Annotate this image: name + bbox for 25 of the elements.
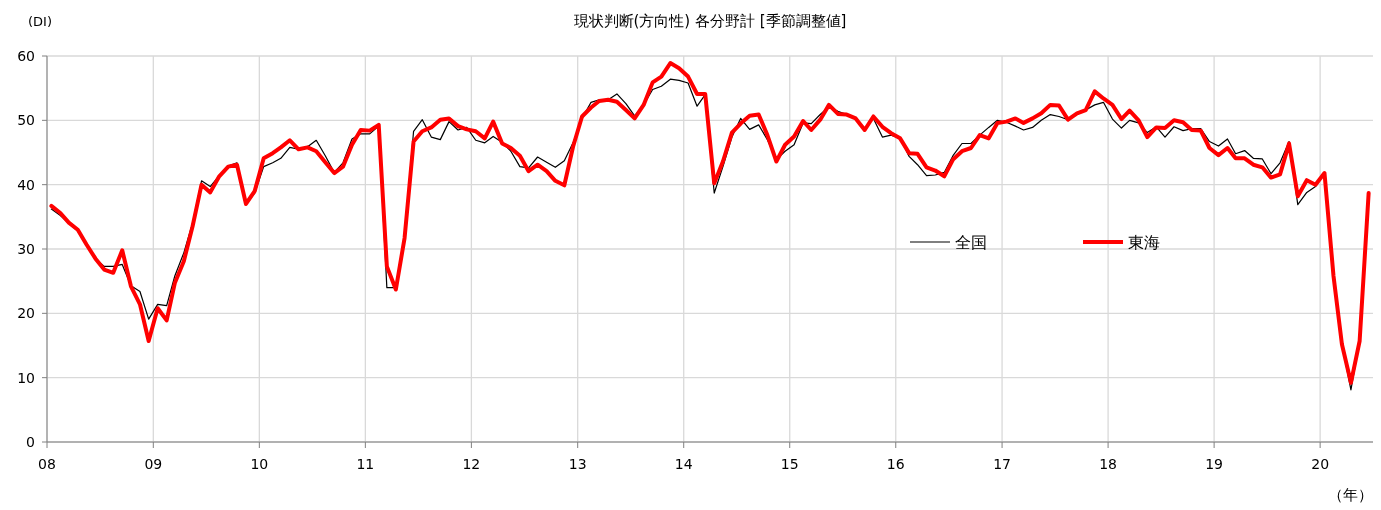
y-tick: 30 (17, 241, 35, 257)
x-tick: 14 (674, 456, 693, 472)
title: 現状判断(方向性) 各分野計 [季節調整値] (573, 12, 847, 30)
x-tick: 18 (1099, 456, 1117, 472)
x-tick: 16 (886, 456, 905, 472)
legend-item: 東海 (1128, 233, 1160, 252)
xlabel: （年） (1328, 486, 1373, 504)
x-tick: 10 (250, 456, 269, 472)
y-tick: 50 (17, 112, 35, 129)
x-tick: 15 (780, 456, 799, 472)
x-tick: 20 (1311, 456, 1330, 472)
x-tick: 11 (356, 456, 375, 472)
x-tick: 12 (462, 456, 481, 472)
x-tick: 19 (1205, 456, 1224, 472)
x-tick: 09 (144, 456, 163, 472)
y-tick: 40 (17, 176, 35, 193)
x-tick: 08 (38, 456, 56, 472)
ylabel: (DI) (28, 14, 52, 29)
y-tick: 20 (17, 305, 35, 322)
x-tick: 17 (993, 456, 1011, 472)
y-tick: 60 (17, 48, 35, 64)
y-tick: 0 (26, 434, 35, 450)
x-tick: 13 (568, 456, 587, 472)
legend-item: 全国 (955, 233, 987, 252)
y-tick: 10 (17, 369, 35, 386)
